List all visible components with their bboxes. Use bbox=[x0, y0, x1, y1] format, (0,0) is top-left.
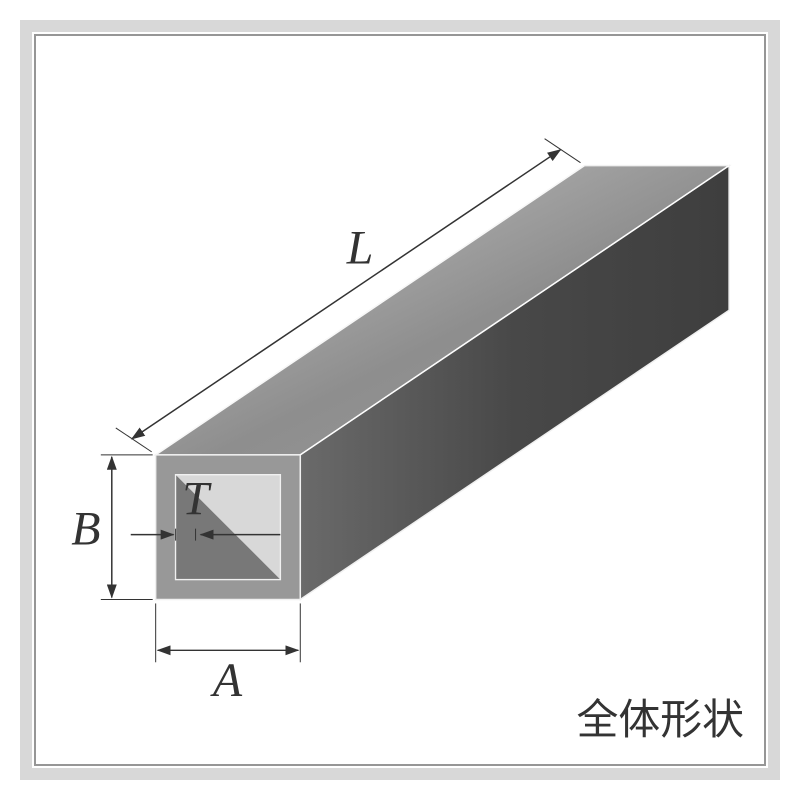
thickness-label: T bbox=[182, 473, 212, 526]
width-label: A bbox=[210, 654, 243, 707]
diagram-frame: L B A bbox=[20, 20, 780, 780]
dimension-height: B bbox=[71, 455, 152, 600]
diagram-caption: 全体形状 bbox=[577, 696, 745, 743]
height-label: B bbox=[71, 503, 100, 556]
length-label: L bbox=[346, 221, 374, 274]
square-tube-diagram: L B A bbox=[36, 36, 764, 764]
diagram-inner-frame: L B A bbox=[34, 34, 766, 766]
dimension-width: A bbox=[156, 603, 301, 707]
